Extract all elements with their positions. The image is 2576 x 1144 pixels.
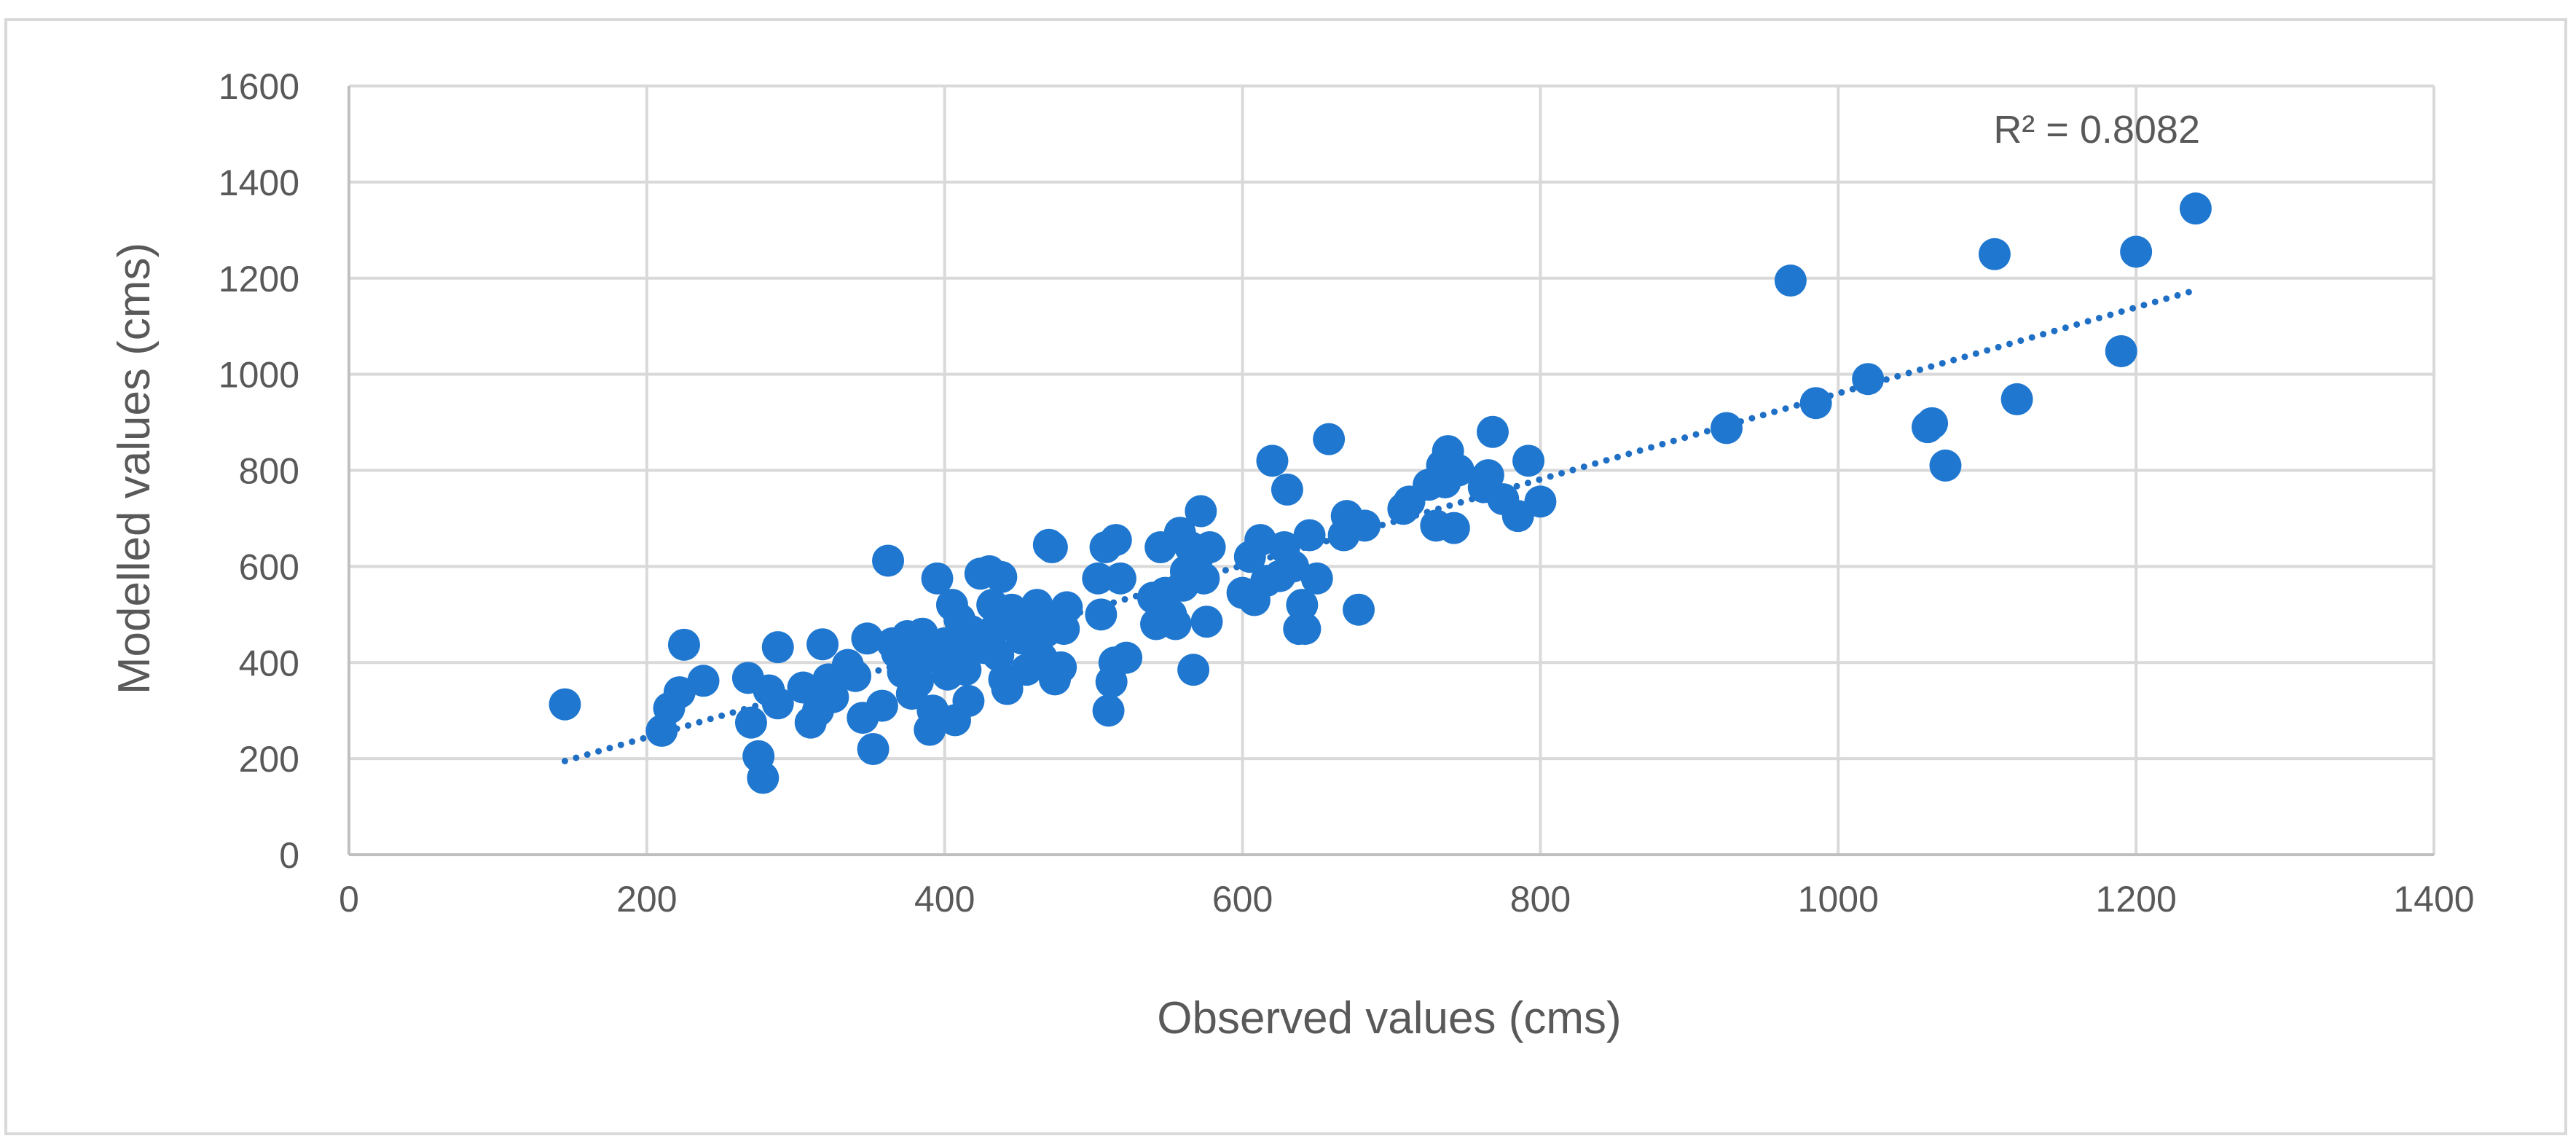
data-point	[1256, 444, 1289, 477]
data-point	[1348, 509, 1381, 542]
data-point	[949, 654, 982, 686]
data-point	[1271, 473, 1303, 506]
data-point	[857, 732, 890, 765]
data-point	[734, 706, 767, 739]
data-point	[1193, 531, 1226, 563]
y-tick-label: 0	[279, 835, 299, 876]
data-point	[687, 665, 720, 697]
data-point	[1185, 495, 1217, 528]
data-point	[851, 622, 884, 655]
data-point	[1045, 651, 1077, 683]
x-tick-label: 1200	[2096, 879, 2177, 920]
x-tick-label: 1400	[2393, 879, 2474, 920]
data-point	[1774, 265, 1807, 297]
data-point	[761, 687, 794, 720]
axes	[347, 86, 2434, 856]
data-point	[1512, 444, 1545, 477]
r-squared-label: R² = 0.8082	[1993, 108, 2200, 152]
data-point	[549, 688, 581, 721]
data-point	[1035, 531, 1068, 563]
data-point	[1477, 415, 1509, 448]
data-point	[747, 761, 780, 794]
data-point	[1710, 412, 1743, 444]
data-point	[1085, 598, 1118, 631]
data-point	[952, 685, 985, 717]
x-tick-label: 800	[1510, 879, 1571, 920]
data-point	[1300, 562, 1333, 595]
data-point	[1110, 641, 1143, 674]
data-point	[1313, 423, 1346, 455]
tick-labels: 0 200 400 600 800 1000 1200 1400 0 200 400 600 800 10…	[219, 66, 2475, 920]
y-tick-label: 400	[239, 643, 299, 683]
data-point	[839, 659, 872, 692]
data-point	[1159, 608, 1192, 640]
data-point	[1099, 524, 1132, 557]
data-point	[2105, 334, 2137, 367]
data-point	[667, 628, 700, 661]
data-point	[1916, 407, 1949, 439]
data-point	[865, 689, 898, 722]
data-point	[1289, 613, 1322, 646]
data-point	[1187, 562, 1220, 595]
data-point	[2000, 383, 2033, 415]
y-tick-label: 1400	[219, 162, 299, 203]
x-tick-label: 600	[1212, 879, 1273, 920]
data-point	[1293, 519, 1326, 552]
data-point	[1343, 593, 1375, 626]
y-axis-title: Modelled values (cms)	[109, 243, 160, 694]
y-tick-label: 200	[239, 739, 299, 780]
data-point	[2120, 235, 2153, 268]
data-point	[663, 676, 696, 709]
data-point	[1277, 550, 1310, 583]
data-point	[1524, 485, 1557, 518]
data-point	[872, 544, 905, 577]
data-point	[982, 639, 1015, 672]
data-point	[921, 562, 954, 595]
data-point	[1978, 238, 2011, 270]
data-point	[1799, 387, 1832, 420]
data-point	[1472, 459, 1504, 492]
data-point	[1177, 654, 1210, 686]
data-point	[1082, 562, 1115, 595]
x-tick-label: 1000	[1798, 879, 1879, 920]
data-point	[1190, 606, 1223, 638]
data-point	[787, 671, 820, 704]
x-tick-label: 200	[616, 879, 677, 920]
y-tick-label: 1200	[219, 259, 299, 299]
data-point	[2179, 192, 2212, 225]
data-point	[1092, 694, 1125, 727]
data-points	[549, 192, 2212, 794]
data-point	[1051, 591, 1083, 624]
data-point	[806, 628, 839, 661]
data-point	[1929, 449, 1962, 482]
x-tick-label: 0	[339, 879, 359, 920]
y-tick-label: 1000	[219, 355, 299, 396]
data-point	[1852, 363, 1885, 396]
y-tick-label: 1600	[219, 66, 299, 107]
x-axis-title: Observed values (cms)	[1157, 993, 1621, 1043]
y-tick-label: 600	[239, 546, 299, 587]
data-point	[985, 560, 1018, 593]
data-point	[901, 665, 934, 698]
data-point	[1442, 454, 1474, 487]
data-point	[1437, 512, 1470, 544]
data-point	[761, 631, 794, 664]
data-point	[1286, 589, 1319, 622]
data-point	[817, 681, 849, 713]
data-point	[1104, 562, 1136, 595]
x-tick-label: 400	[914, 879, 975, 920]
y-tick-label: 800	[239, 451, 299, 492]
